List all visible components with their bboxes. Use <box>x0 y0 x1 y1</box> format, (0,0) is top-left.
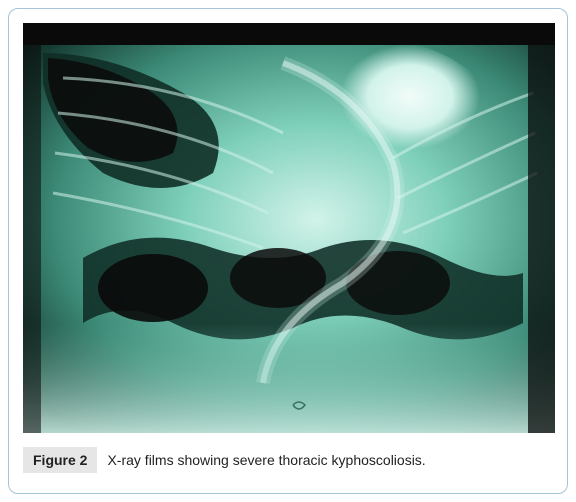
figure-image <box>23 23 555 433</box>
figure-caption-text: X-ray films showing severe thoracic kyph… <box>107 452 425 468</box>
figure-label-badge: Figure 2 <box>23 447 97 473</box>
xray-svg <box>23 23 555 433</box>
figure-caption-row: Figure 2 X-ray films showing severe thor… <box>23 447 553 473</box>
figure-frame: Figure 2 X-ray films showing severe thor… <box>8 8 568 494</box>
